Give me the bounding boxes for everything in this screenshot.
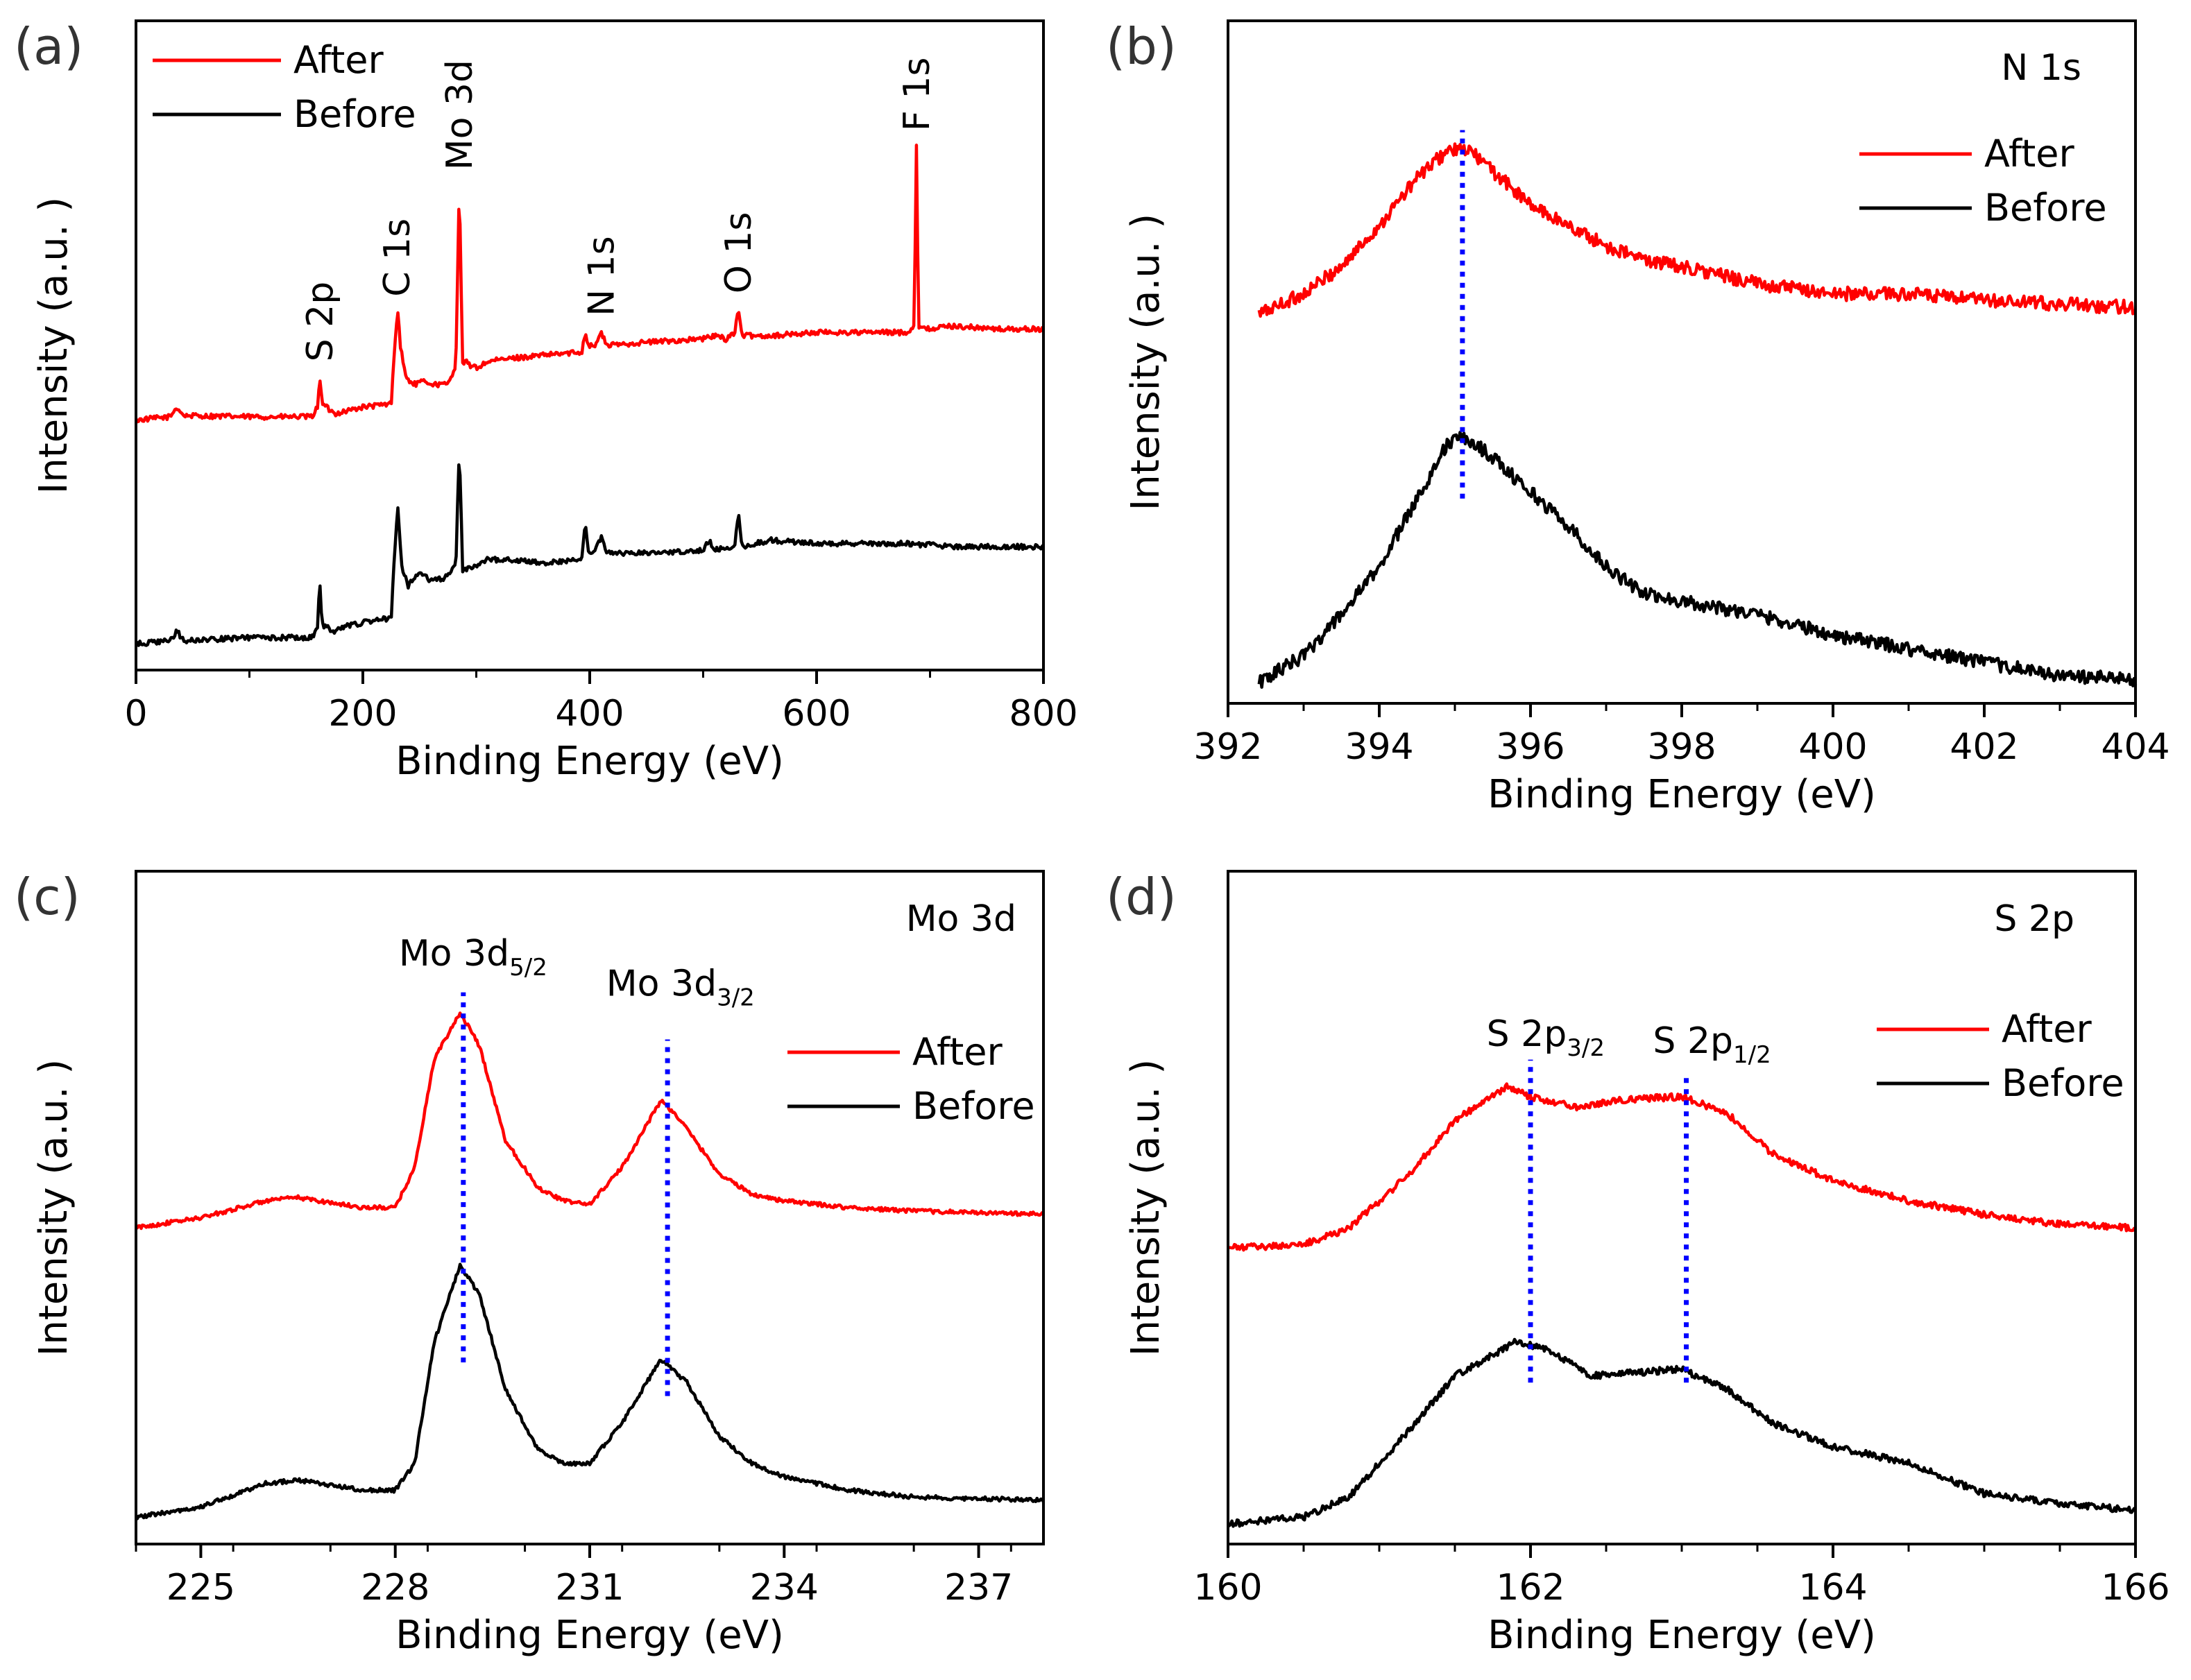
panel-label: (c)	[14, 868, 80, 926]
peak-label-main: Mo 3d	[606, 963, 717, 1004]
series-line-before	[1227, 1337, 2138, 1528]
legend-label: After	[1984, 132, 2074, 175]
legend-label: Before	[912, 1084, 1035, 1128]
plot-frame	[1227, 870, 2137, 1545]
legend-label: Before	[2002, 1061, 2124, 1105]
peak-label: Mo 3d	[439, 60, 481, 170]
peak-label-subscript: 5/2	[509, 954, 547, 982]
x-tick-label: 162	[1496, 1567, 1565, 1609]
peak-label: N 1s	[581, 236, 622, 316]
series-line-after	[1227, 1082, 2136, 1252]
x-tick-label: 600	[782, 693, 851, 735]
legend-label: Before	[293, 92, 416, 136]
x-tick-label: 231	[555, 1567, 624, 1609]
x-tick-label: 160	[1193, 1567, 1262, 1609]
x-tick-label: 400	[555, 693, 624, 735]
x-tick-label: 800	[1009, 693, 1077, 735]
x-tick-label: 0	[124, 693, 147, 735]
series-line-before	[135, 1262, 1046, 1520]
panel-label: (a)	[14, 17, 83, 76]
peak-label: S 2p3/2	[1487, 1013, 1605, 1062]
x-tick-label: 394	[1345, 726, 1413, 768]
x-tick-label: 200	[328, 693, 397, 735]
x-tick-label: 396	[1496, 726, 1565, 768]
x-tick-label: 237	[944, 1567, 1013, 1609]
x-tick-label: 398	[1647, 726, 1716, 768]
panel-title: N 1s	[2001, 47, 2081, 89]
x-tick-label: 400	[1798, 726, 1867, 768]
peak-label-subscript: 3/2	[717, 984, 755, 1011]
x-tick-label: 166	[2101, 1567, 2169, 1609]
x-tick-label: 392	[1193, 726, 1262, 768]
peak-label-main: S 2p	[1653, 1020, 1733, 1062]
y-axis-label: Intensity (a.u. )	[1123, 214, 1168, 511]
series-line-after	[1257, 142, 2137, 318]
x-axis-label: Binding Energy (eV)	[1487, 772, 1876, 817]
y-axis-label: Intensity (a.u. )	[31, 1059, 76, 1356]
x-axis-label: Binding Energy (eV)	[395, 739, 784, 784]
peak-label-subscript: 3/2	[1567, 1034, 1605, 1062]
panel-title: S 2p	[1994, 898, 2074, 940]
peak-label: Mo 3d5/2	[399, 933, 547, 982]
peak-label: S 2p	[300, 282, 341, 362]
x-tick-label: 164	[1798, 1567, 1867, 1609]
legend-label: Before	[1984, 186, 2107, 230]
peak-label: C 1s	[377, 218, 418, 297]
peak-label: S 2p1/2	[1653, 1020, 1771, 1069]
series-line-before	[135, 463, 1045, 647]
panel-d: 160 162 164 166 Binding Energy (eV) Intensity…	[1106, 868, 2170, 1658]
x-tick-label: 234	[750, 1567, 819, 1609]
panel-a: 0 200 400 600 800 Binding Energy (eV) Intensit…	[14, 17, 1078, 784]
panel-c: 225 228 231 234 237 Binding Energy (eV) Intens…	[14, 868, 1046, 1658]
y-axis-label: Intensity (a.u. )	[1123, 1059, 1168, 1356]
series-line-before	[1257, 430, 2138, 689]
x-axis-label: Binding Energy (eV)	[395, 1613, 784, 1658]
x-axis-label: Binding Energy (eV)	[1487, 1613, 1876, 1658]
peak-label: F 1s	[896, 57, 938, 131]
panel-label: (b)	[1106, 17, 1177, 76]
x-tick-label: 228	[361, 1567, 429, 1609]
peak-label: Mo 3d3/2	[606, 963, 755, 1011]
y-axis-label: Intensity (a.u. )	[31, 197, 76, 494]
peak-label-main: Mo 3d	[399, 933, 509, 975]
panel-title: Mo 3d	[906, 898, 1016, 940]
series-line-after	[134, 144, 1045, 424]
legend-label: After	[912, 1030, 1003, 1074]
panel-b: 392 394 396 398 400 402 404 Binding Energy (eV)…	[1106, 17, 2170, 817]
x-tick-label: 225	[167, 1567, 235, 1609]
peak-label-subscript: 1/2	[1733, 1041, 1771, 1069]
peak-label: O 1s	[718, 212, 760, 293]
series-line-after	[135, 1011, 1045, 1231]
panel-label: (d)	[1106, 868, 1177, 926]
legend-label: After	[2002, 1007, 2092, 1051]
x-tick-label: 402	[1950, 726, 2018, 768]
peak-label-main: S 2p	[1487, 1013, 1567, 1055]
x-tick-label: 404	[2101, 726, 2169, 768]
legend-label: After	[293, 38, 384, 82]
